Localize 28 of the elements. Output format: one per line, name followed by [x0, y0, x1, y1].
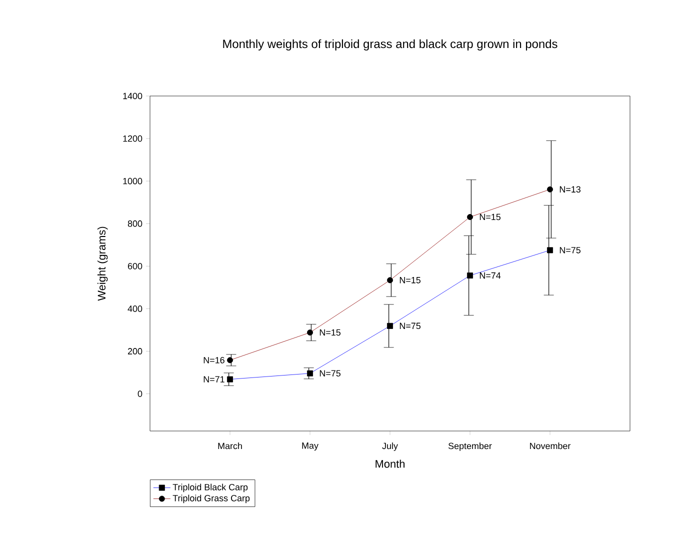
x-tick-label: March [218, 442, 242, 450]
y-tick-label: 1200 [123, 135, 142, 142]
y-tick-label: 800 [128, 220, 142, 227]
x-axis-title: Month [376, 460, 405, 468]
y-tick-label: 0 [138, 390, 142, 397]
legend-label: Triploid Black Carp [172, 484, 248, 492]
y-axis-title: Weight (grams) [97, 226, 108, 301]
y-tick-label: 1000 [123, 178, 142, 184]
x-tick-label: September [448, 442, 492, 451]
x-tick-label: May [302, 442, 318, 451]
chart-title: Monthly weights of triploid grass and black carp grown in ponds [223, 39, 558, 50]
annotation: N=15 [400, 277, 421, 284]
annotation: N=74 [480, 272, 501, 279]
y-tick-label: 1400 [123, 92, 142, 100]
y-tick-label: 600 [128, 262, 142, 270]
legend-label: Triploid Grass Carp [172, 494, 250, 504]
annotation: N=15 [320, 329, 340, 336]
y-tick-label: 200 [128, 348, 142, 354]
annotation: N=15 [480, 214, 501, 220]
annotation: N=13 [560, 186, 580, 193]
annotation: N=71 [204, 376, 224, 382]
annotation: N=75 [560, 247, 581, 254]
x-tick-label: November [530, 442, 571, 450]
annotation: N=75 [400, 322, 421, 330]
x-tick-label: July [382, 442, 398, 451]
annotation: N=75 [320, 370, 340, 376]
annotation: N=16 [204, 356, 224, 364]
y-tick-label: 400 [128, 306, 142, 312]
